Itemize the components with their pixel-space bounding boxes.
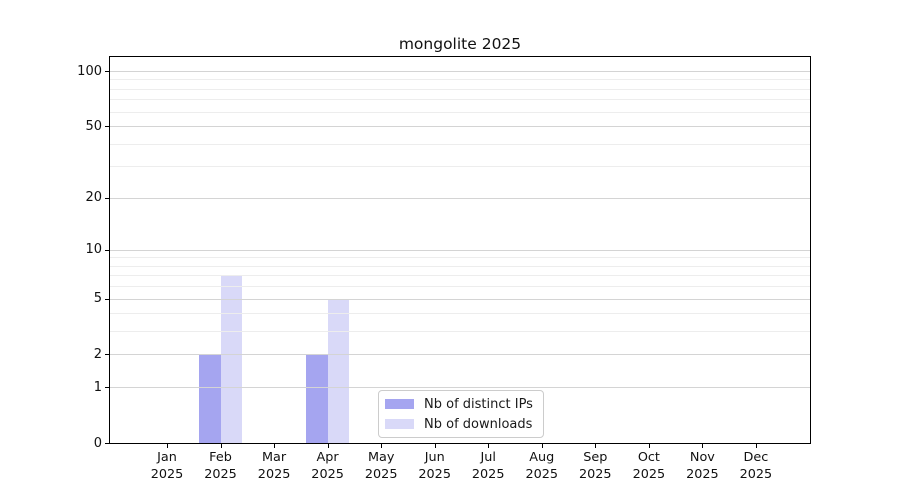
y-tick-mark [105,298,109,300]
gridline-minor [110,111,810,113]
x-tick-mark [702,444,704,448]
y-tick-label: 5 [93,291,102,307]
x-tick-label: Mar 2025 [257,450,291,482]
gridline-major [110,71,810,72]
gridline-major [110,298,810,300]
x-tick-mark [167,444,168,448]
x-tick-mark [274,444,276,448]
y-tick-mark [105,354,109,356]
x-tick-label: Sep 2025 [579,450,612,482]
y-tick-label: 10 [85,242,102,258]
bar-downloads [220,275,243,443]
x-tick-mark [327,444,329,448]
bar-distinct-ips [199,354,221,443]
legend-swatch-distinct-ips [385,399,414,409]
legend-label-downloads: Nb of downloads [424,416,533,432]
gridline-minor [110,166,810,168]
x-tick-label: Jan 2025 [150,450,184,482]
x-tick-label: Feb 2025 [204,450,237,482]
gridline-minor [110,265,810,267]
y-tick-mark [105,71,109,72]
gridline-minor [110,257,810,259]
y-tick-mark [105,126,109,128]
gridline-minor [110,275,810,277]
gridline-minor [110,286,810,288]
gridline-major [110,126,810,128]
bar-distinct-ips [306,354,328,443]
bar-downloads [327,298,350,443]
gridline-major [110,197,810,199]
x-tick-mark [434,444,436,448]
y-tick-mark [105,387,109,389]
gridline-minor [110,99,810,101]
chart-title: mongolite 2025 [398,35,522,53]
gridline-major [110,249,810,251]
x-tick-mark [541,444,543,448]
legend: Nb of distinct IPs Nb of downloads [378,390,544,438]
x-tick-mark [755,444,757,448]
plot-area [110,57,810,443]
y-tick-label: 50 [85,118,102,134]
y-tick-label: 2 [93,346,102,362]
x-tick-mark [648,444,650,448]
gridline-minor [110,331,810,333]
x-tick-label: May 2025 [364,450,398,482]
x-tick-label: Dec 2025 [739,450,773,482]
x-tick-mark [381,444,383,448]
x-tick-label: Oct 2025 [632,450,666,482]
gridline-minor [110,79,810,81]
x-tick-label: Apr 2025 [311,450,344,482]
y-tick-label: 0 [93,435,102,451]
gridline-minor [110,88,810,90]
y-tick-label: 20 [85,190,102,206]
x-tick-mark [488,444,490,448]
gridline-minor [110,143,810,145]
y-tick-mark [105,249,109,251]
legend-item-distinct-ips: Nb of distinct IPs [385,397,535,412]
y-tick-label: 100 [77,63,102,79]
x-tick-label: Jun 2025 [418,450,451,482]
legend-swatch-downloads [385,419,414,429]
y-tick-mark [105,443,109,444]
x-tick-label: Aug 2025 [525,450,559,482]
x-tick-mark [595,444,597,448]
gridline-minor [110,313,810,315]
x-tick-label: Jul 2025 [471,450,505,482]
legend-item-downloads: Nb of downloads [385,417,535,432]
y-tick-mark [105,197,109,199]
x-tick-mark [220,444,222,448]
y-tick-label: 1 [93,379,102,395]
legend-label-distinct-ips: Nb of distinct IPs [424,396,533,412]
x-tick-label: Nov 2025 [686,450,719,482]
